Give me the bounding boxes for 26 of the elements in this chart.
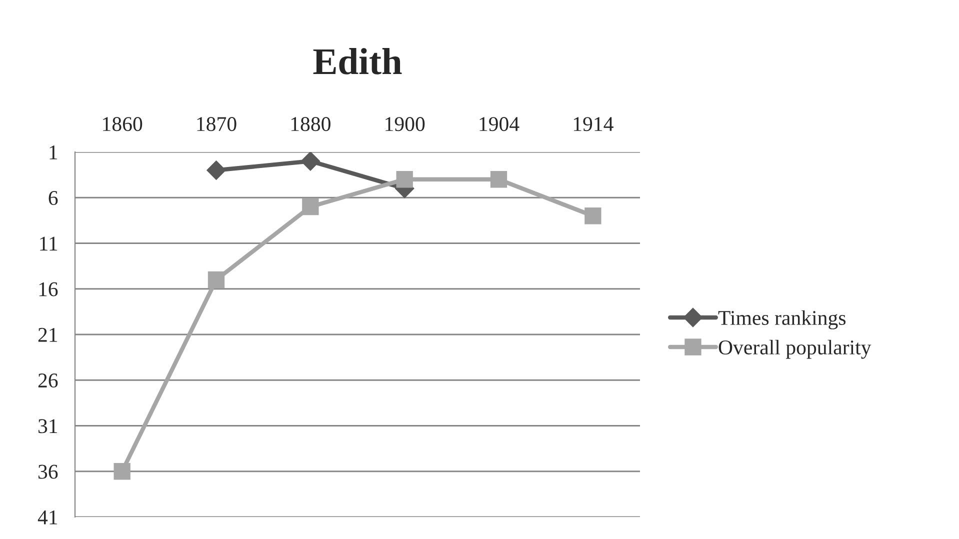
y-tick-label: 36 <box>38 464 58 479</box>
legend-label: Overall popularity <box>718 340 872 359</box>
y-tick-label: 41 <box>38 510 58 524</box>
point <box>114 463 130 480</box>
y-tick-label: 11 <box>40 236 58 250</box>
point <box>206 160 226 180</box>
point <box>584 208 602 224</box>
point <box>302 198 319 216</box>
y-tick-label: 1 <box>50 145 58 160</box>
x-tick-label: 1870 <box>197 117 236 132</box>
x-tick-label: 1880 <box>291 117 330 132</box>
y-tick-label: 31 <box>38 419 58 434</box>
x-tick-label: 1860 <box>103 117 142 132</box>
point <box>490 171 508 188</box>
y-tick-label: 21 <box>38 328 58 342</box>
x-tick-label: 1900 <box>386 117 425 132</box>
y-tick-label: 16 <box>39 282 58 296</box>
x-tick-label: 1914 <box>574 117 614 132</box>
y-tick-label: 26 <box>38 374 58 388</box>
x-tick-label: 1904 <box>480 117 520 132</box>
point <box>208 271 225 288</box>
y-tick-label: 6 <box>48 191 58 206</box>
chart-title: Edith <box>313 48 402 74</box>
point <box>300 152 320 171</box>
legend-label: Times rankings <box>718 310 846 330</box>
point <box>396 171 413 188</box>
